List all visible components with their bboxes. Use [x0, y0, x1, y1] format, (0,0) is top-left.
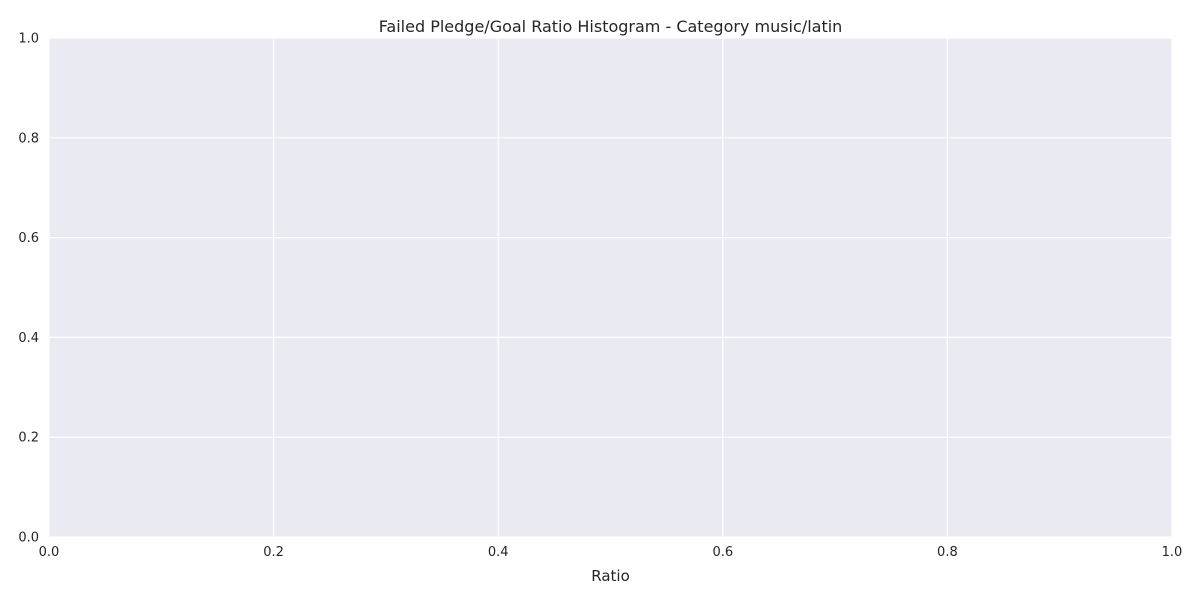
x-tick-label: 0.6 [712, 545, 733, 560]
y-tick-label: 0.2 [18, 431, 39, 446]
x-tick-label: 0.4 [488, 545, 509, 560]
y-gridlines [49, 37, 1172, 538]
y-tick-label: 0.0 [18, 531, 39, 546]
y-tick-label: 0.8 [18, 131, 39, 146]
x-tick-label: 0.0 [39, 545, 60, 560]
y-tick-labels: 0.0 0.2 0.4 0.6 0.8 1.0 [18, 32, 39, 546]
y-tick-label: 1.0 [18, 32, 39, 47]
chart-title: Failed Pledge/Goal Ratio Histogram - Cat… [379, 17, 843, 36]
x-tick-label: 0.2 [263, 545, 284, 560]
x-tick-label: 1.0 [1162, 545, 1183, 560]
x-tick-labels: 0.0 0.2 0.4 0.6 0.8 1.0 [39, 545, 1183, 560]
x-gridlines [48, 38, 1173, 537]
y-tick-label: 0.6 [18, 231, 39, 246]
y-tick-label: 0.4 [18, 331, 39, 346]
x-axis-label: Ratio [591, 567, 630, 585]
plot-area [49, 38, 1172, 537]
x-tick-label: 0.8 [937, 545, 958, 560]
